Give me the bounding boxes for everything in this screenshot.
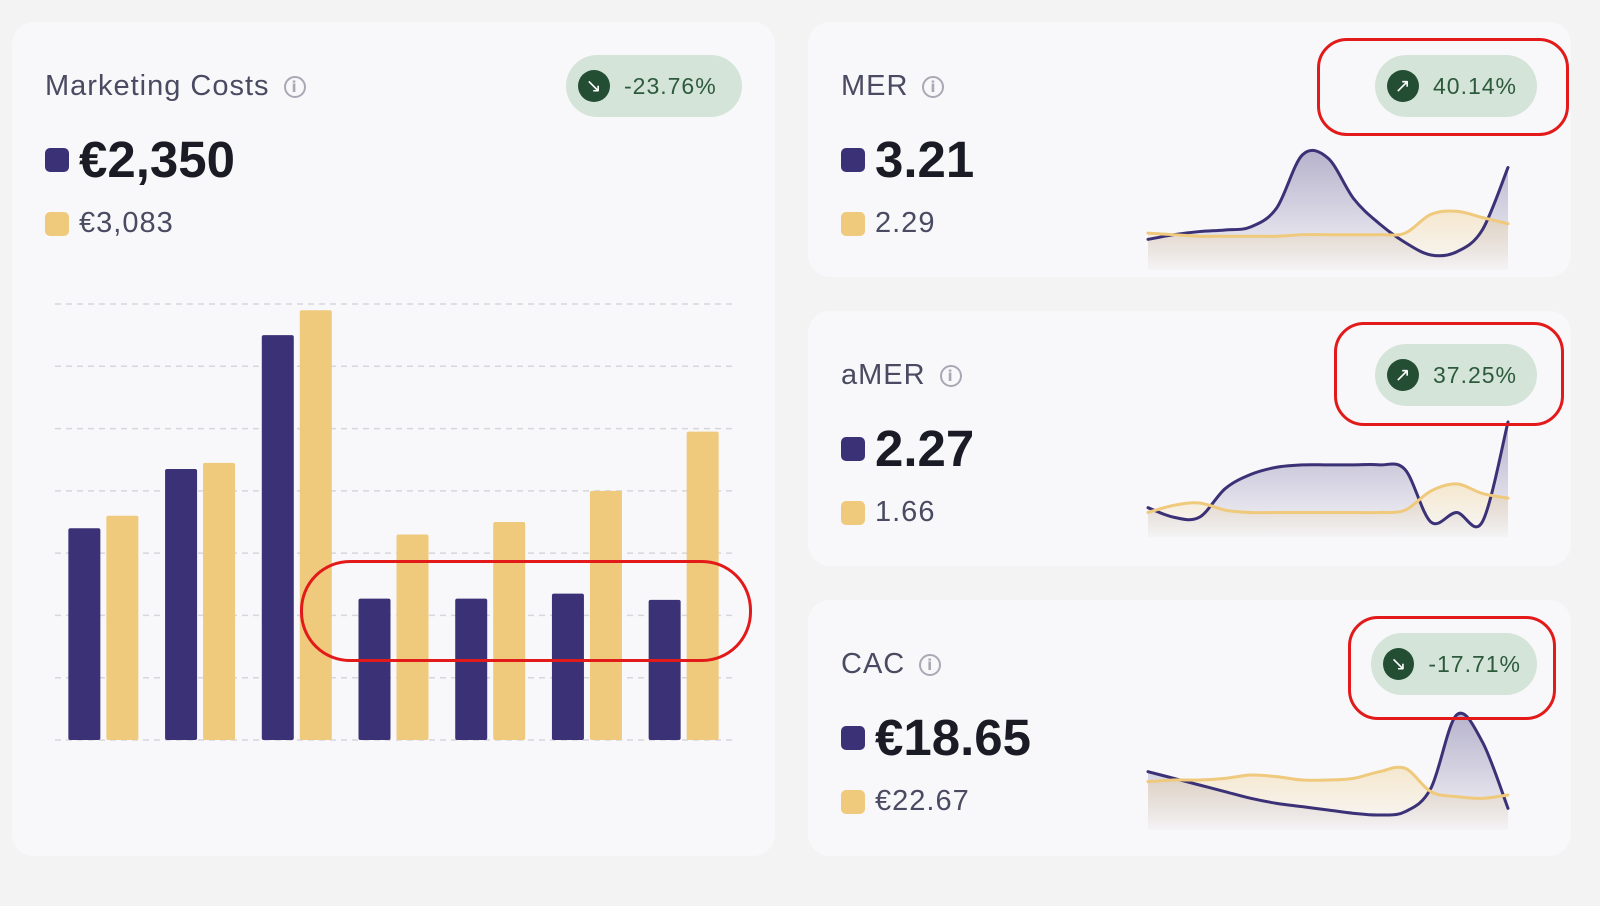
amer-card: aMER i ↗ 37.25% 2.27 1.66 <box>808 311 1571 566</box>
arrow-down-right-icon: ↘ <box>1383 648 1415 680</box>
marketing-costs-current-value: €2,350 <box>45 130 235 189</box>
cac-primary-text: €18.65 <box>875 709 1031 766</box>
bar-current-2[interactable] <box>165 469 198 740</box>
bar-previous-5[interactable] <box>493 522 526 740</box>
arrow-up-right-icon: ↗ <box>1387 359 1419 391</box>
info-icon[interactable]: i <box>922 75 945 98</box>
marketing-costs-card: Marketing Costs i ↘ -23.76% €2,350 €3,08… <box>12 22 775 856</box>
bar-previous-2[interactable] <box>203 462 236 740</box>
marketing-costs-title-text: Marketing Costs <box>45 70 270 102</box>
bar-previous-4[interactable] <box>396 534 429 740</box>
mer-secondary-text: 2.29 <box>875 207 936 239</box>
mer-title-text: MER <box>841 70 909 102</box>
amer-title-text: aMER <box>841 359 926 391</box>
amer-sparkline-current-line <box>1146 420 1510 529</box>
amer-change-badge: ↗ 37.25% <box>1375 344 1537 406</box>
cac-sparkline-chart <box>1146 711 1510 830</box>
cac-card: CAC i ↘ -17.71% €18.65 €22.67 <box>808 600 1571 856</box>
amer-secondary-text: 1.66 <box>875 496 936 528</box>
cac-sparkline-previous-line <box>1146 765 1510 800</box>
bar-current-7[interactable] <box>648 599 681 740</box>
bar-previous-1[interactable] <box>106 515 139 740</box>
mer-previous-value: 2.29 <box>841 207 935 240</box>
marketing-costs-title: Marketing Costs i <box>45 70 306 103</box>
current-period-legend-swatch <box>45 147 69 172</box>
cac-change-value: -17.71% <box>1428 650 1521 677</box>
arrow-up-right-icon: ↗ <box>1387 70 1419 102</box>
current-period-legend-swatch <box>841 147 865 172</box>
cac-sparkline-previous-area <box>1148 767 1508 830</box>
info-icon[interactable]: i <box>283 75 306 98</box>
mer-current-value: 3.21 <box>841 130 974 189</box>
mer-sparkline-chart <box>1146 148 1510 270</box>
cac-current-value: €18.65 <box>841 708 1031 767</box>
bar-current-6[interactable] <box>551 593 584 740</box>
bar-previous-3[interactable] <box>299 310 332 740</box>
info-icon[interactable]: i <box>939 364 962 387</box>
mer-title: MER i <box>841 70 945 103</box>
mer-change-value: 40.14% <box>1433 72 1518 99</box>
previous-period-legend-swatch <box>841 789 865 814</box>
amer-primary-text: 2.27 <box>875 420 975 477</box>
mer-sparkline-current-line <box>1146 148 1510 258</box>
amer-change-value: 37.25% <box>1433 361 1518 388</box>
amer-sparkline-chart <box>1146 420 1510 537</box>
bar-current-4[interactable] <box>358 598 391 740</box>
cac-change-badge: ↘ -17.71% <box>1371 633 1537 695</box>
amer-title: aMER i <box>841 359 962 392</box>
cac-previous-value: €22.67 <box>841 785 970 818</box>
amer-sparkline-previous-line <box>1146 482 1510 515</box>
bar-previous-6[interactable] <box>589 490 622 740</box>
info-icon[interactable]: i <box>919 653 942 676</box>
previous-period-legend-swatch <box>841 500 865 525</box>
amer-current-value: 2.27 <box>841 419 974 478</box>
cac-title: CAC i <box>841 648 942 681</box>
current-period-legend-swatch <box>841 436 865 461</box>
bar-current-1[interactable] <box>68 528 101 740</box>
mer-change-badge: ↗ 40.14% <box>1375 55 1537 117</box>
cac-title-text: CAC <box>841 648 906 680</box>
amer-previous-value: 1.66 <box>841 496 935 529</box>
mer-primary-text: 3.21 <box>875 131 975 188</box>
previous-period-legend-swatch <box>45 211 69 236</box>
marketing-costs-secondary-text: €3,083 <box>79 207 174 239</box>
previous-period-legend-swatch <box>841 211 865 236</box>
marketing-costs-change-value: -23.76% <box>624 72 717 99</box>
mer-sparkline-previous-line <box>1146 209 1510 238</box>
cac-sparkline-current-line <box>1146 711 1510 817</box>
bar-previous-7[interactable] <box>686 431 719 740</box>
arrow-down-right-icon: ↘ <box>578 70 610 102</box>
marketing-costs-primary-text: €2,350 <box>79 131 235 188</box>
mer-card: MER i ↗ 40.14% 3.21 2.29 <box>808 22 1571 277</box>
cac-secondary-text: €22.67 <box>875 785 970 817</box>
marketing-costs-change-badge: ↘ -23.76% <box>566 55 742 117</box>
bar-current-5[interactable] <box>455 598 488 740</box>
amer-sparkline-previous-area <box>1148 483 1508 537</box>
marketing-costs-previous-value: €3,083 <box>45 207 174 240</box>
current-period-legend-swatch <box>841 725 865 750</box>
bar-current-3[interactable] <box>261 335 294 740</box>
